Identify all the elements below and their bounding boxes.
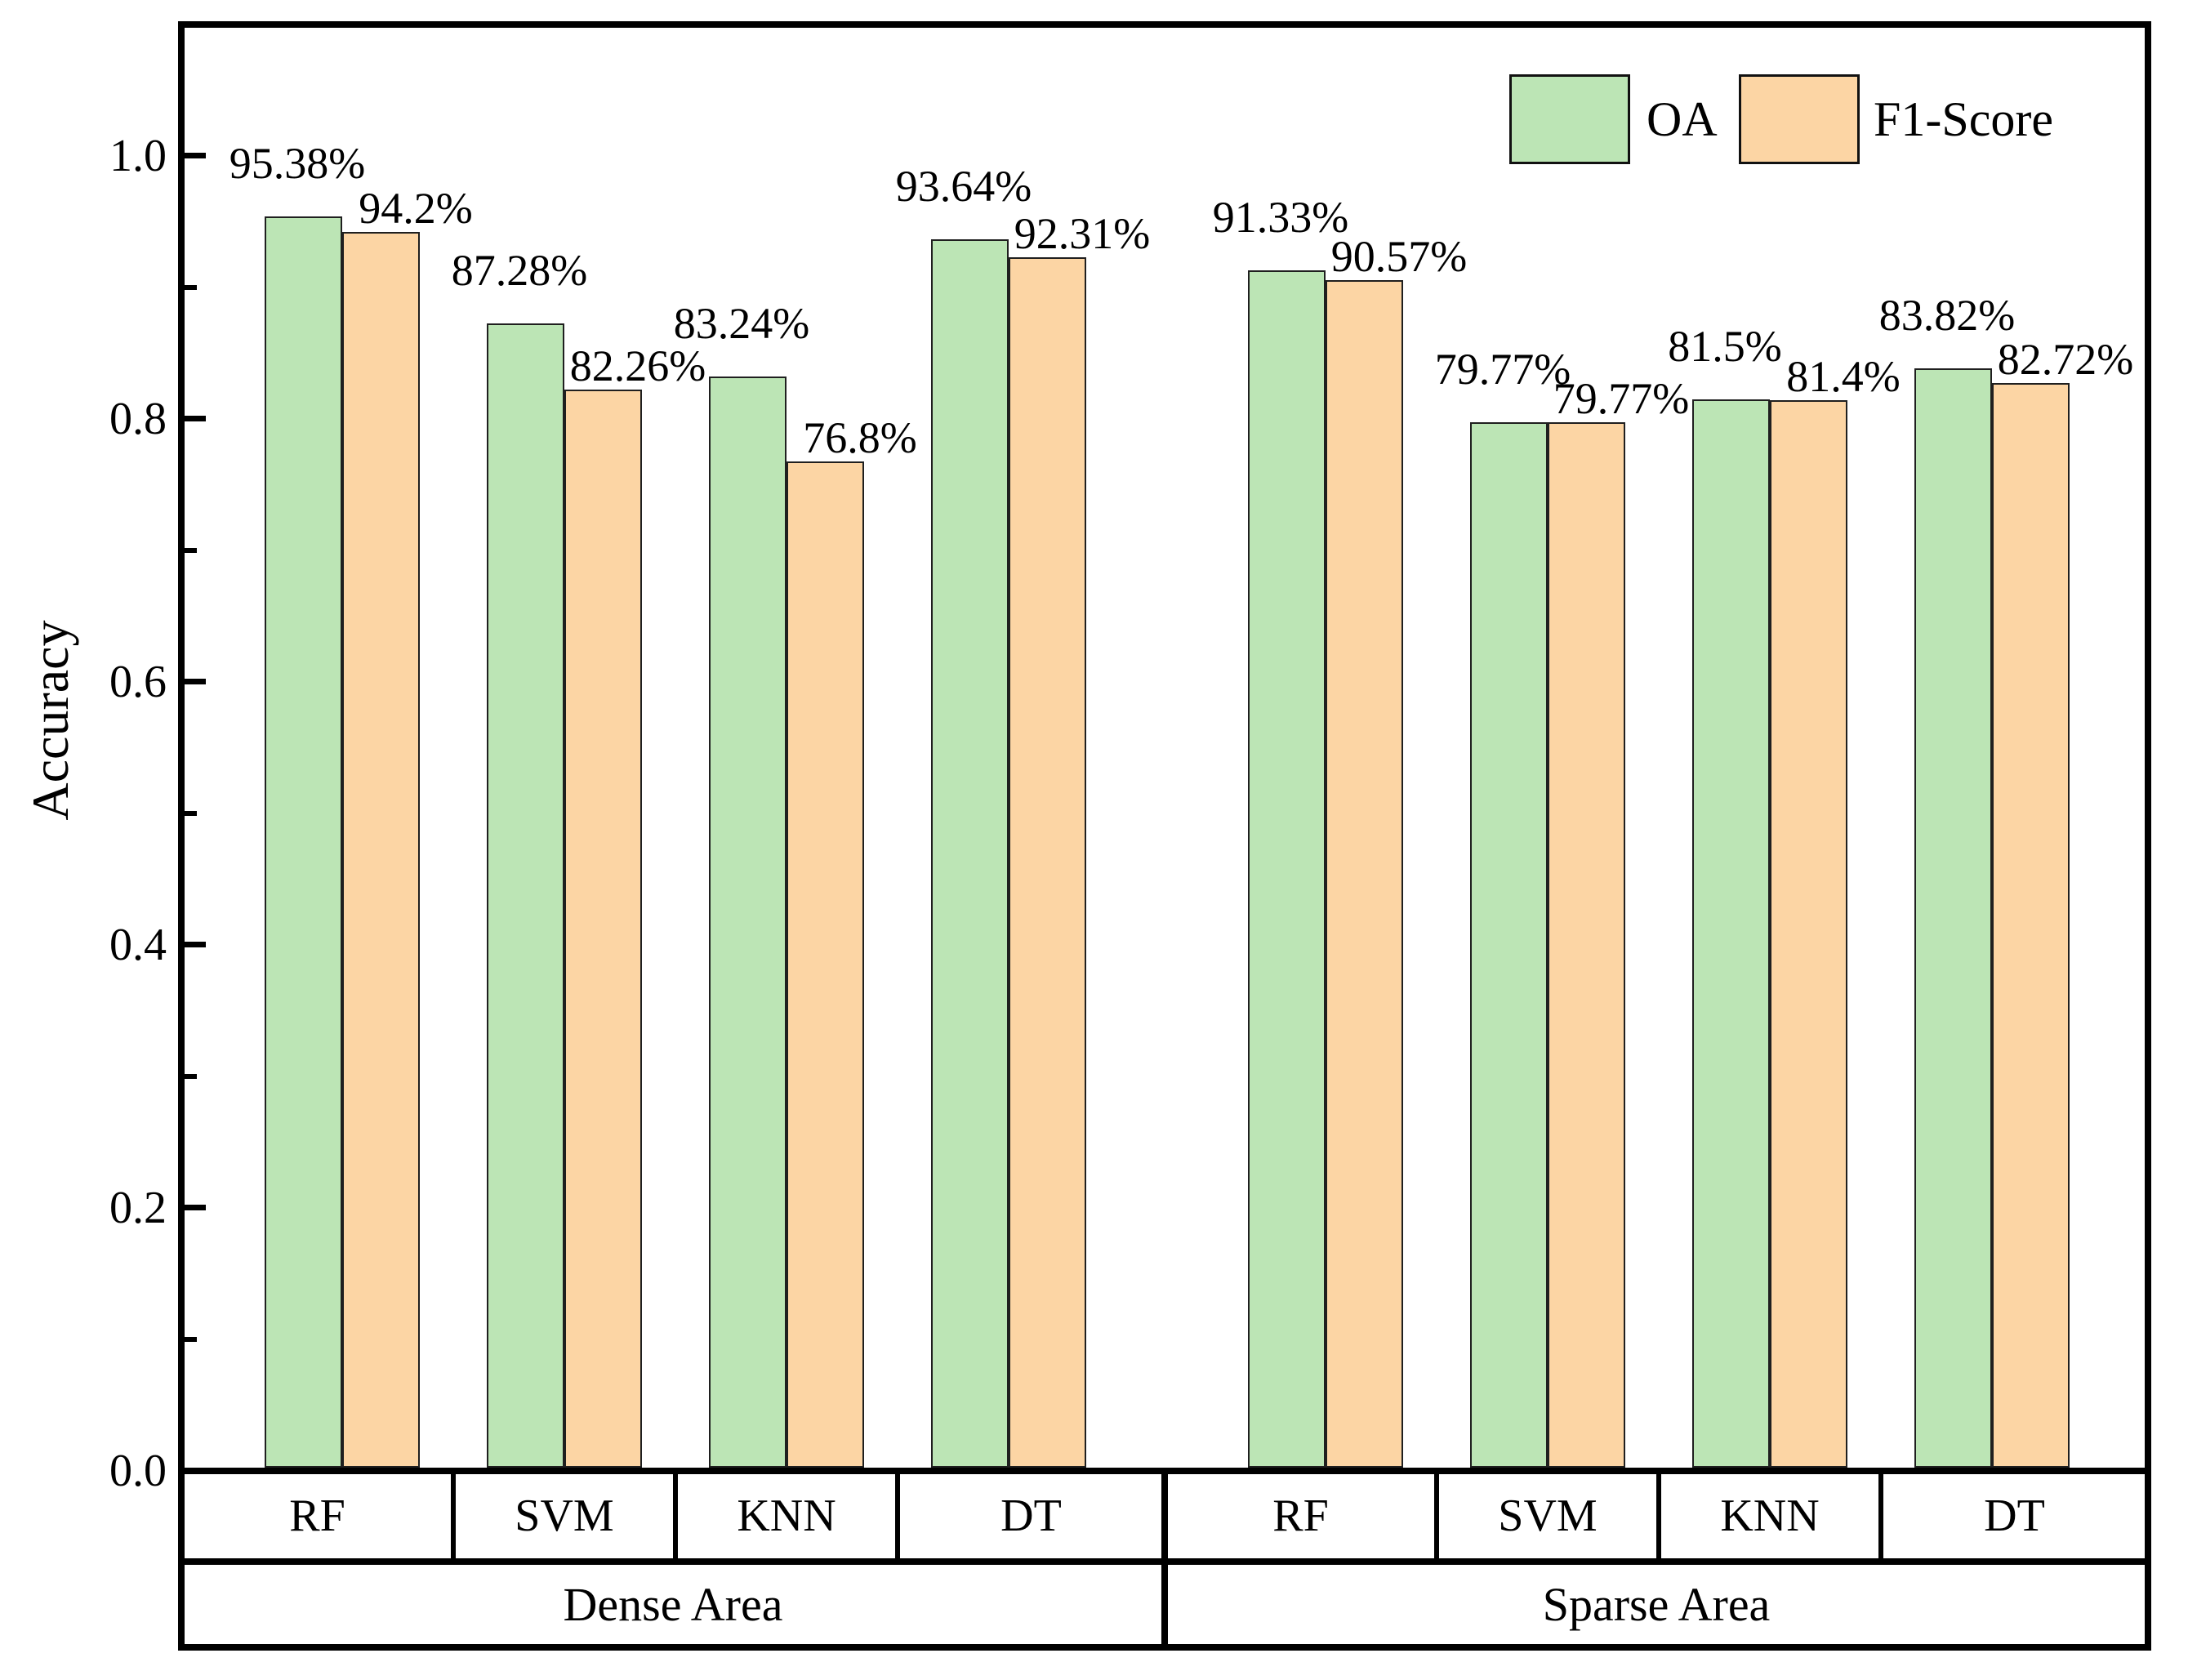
- table-divider-algorithm: [673, 1474, 678, 1558]
- bar-value-label-oa: 79.77%: [1434, 344, 1571, 394]
- bar-value-label-oa: 83.82%: [1878, 291, 2016, 341]
- table-cell-algorithm: SVM: [515, 1491, 614, 1541]
- table-divider-algorithm: [895, 1474, 900, 1558]
- chart-frame: [178, 21, 2151, 1651]
- y-major-tick: [185, 153, 206, 158]
- y-tick-label: 1.0: [109, 131, 167, 181]
- bar-value-label-f1: 90.57%: [1330, 231, 1468, 281]
- bar-value-label-f1: 82.26%: [569, 341, 706, 390]
- bar-value-label-oa: 83.24%: [673, 298, 810, 348]
- y-tick-label: 0.0: [109, 1446, 167, 1496]
- y-minor-tick: [185, 548, 197, 553]
- y-major-tick: [185, 942, 206, 947]
- table-cell-algorithm: SVM: [1498, 1491, 1598, 1541]
- table-cell-algorithm: RF: [1272, 1491, 1329, 1541]
- bar-value-label-f1: 92.31%: [1014, 208, 1151, 258]
- table-cell-algorithm: DT: [1984, 1491, 2045, 1541]
- legend-swatch-oa: [1509, 74, 1630, 164]
- bar-value-label-oa: 81.5%: [1668, 321, 1782, 371]
- bar-oa: [709, 376, 787, 1468]
- bar-value-label-oa: 93.64%: [895, 162, 1032, 212]
- table-cell-area: Sparse Area: [1542, 1578, 1771, 1631]
- bar-value-label-oa: 95.38%: [229, 139, 366, 189]
- bar-value-label-f1: 76.8%: [803, 412, 917, 462]
- bar-value-label-f1: 79.77%: [1553, 373, 1690, 423]
- legend-label-f1: F1-Score: [1874, 92, 2053, 146]
- bar-value-label-oa: 91.33%: [1212, 192, 1349, 242]
- y-tick-label: 0.4: [109, 920, 167, 970]
- table-cell-algorithm: KNN: [1720, 1491, 1820, 1541]
- bar-oa: [265, 216, 342, 1468]
- table-cell-algorithm: RF: [289, 1491, 345, 1541]
- y-axis-title: Accuracy: [21, 620, 79, 821]
- bar-value-label-f1: 94.2%: [359, 184, 473, 234]
- y-minor-tick: [185, 1337, 197, 1342]
- y-major-tick: [185, 1205, 206, 1210]
- bar-oa: [1470, 421, 1548, 1468]
- table-cell-algorithm: DT: [1000, 1491, 1062, 1541]
- y-major-tick: [185, 679, 206, 684]
- legend-label-oa: OA: [1647, 92, 1718, 146]
- y-minor-tick: [185, 285, 197, 290]
- table-divider-algorithm: [1878, 1474, 1883, 1558]
- bar-f1: [1992, 383, 2070, 1468]
- bar-value-label-f1: 82.72%: [1997, 335, 2134, 385]
- table-cell-area: Dense Area: [563, 1578, 783, 1631]
- bar-f1: [787, 461, 864, 1468]
- y-minor-tick: [185, 811, 197, 816]
- y-minor-tick: [185, 1074, 197, 1079]
- y-tick-label: 0.2: [109, 1183, 167, 1233]
- y-tick-label: 0.6: [109, 657, 167, 707]
- table-divider-algorithm: [1434, 1474, 1439, 1558]
- bar-oa: [1914, 368, 1992, 1468]
- bar-oa: [1248, 270, 1326, 1468]
- table-divider-algorithm: [1656, 1474, 1661, 1558]
- y-tick-label: 0.8: [109, 394, 167, 444]
- y-major-tick: [185, 416, 206, 421]
- bar-oa: [487, 323, 564, 1468]
- table-divider-algorithm: [451, 1474, 456, 1558]
- bar-f1: [564, 389, 642, 1468]
- legend-swatch-f1: [1739, 74, 1860, 164]
- bar-oa: [1692, 399, 1770, 1468]
- bar-f1: [1009, 256, 1086, 1468]
- bar-value-label-f1: 81.4%: [1786, 352, 1901, 402]
- bar-f1: [1548, 421, 1625, 1468]
- bar-oa: [931, 239, 1009, 1468]
- bar-value-label-oa: 87.28%: [451, 245, 588, 295]
- bar-f1: [1770, 400, 1847, 1468]
- bar-f1: [342, 232, 420, 1468]
- bar-f1: [1326, 279, 1403, 1468]
- table-cell-algorithm: KNN: [737, 1491, 836, 1541]
- table-divider-area: [1161, 1468, 1168, 1644]
